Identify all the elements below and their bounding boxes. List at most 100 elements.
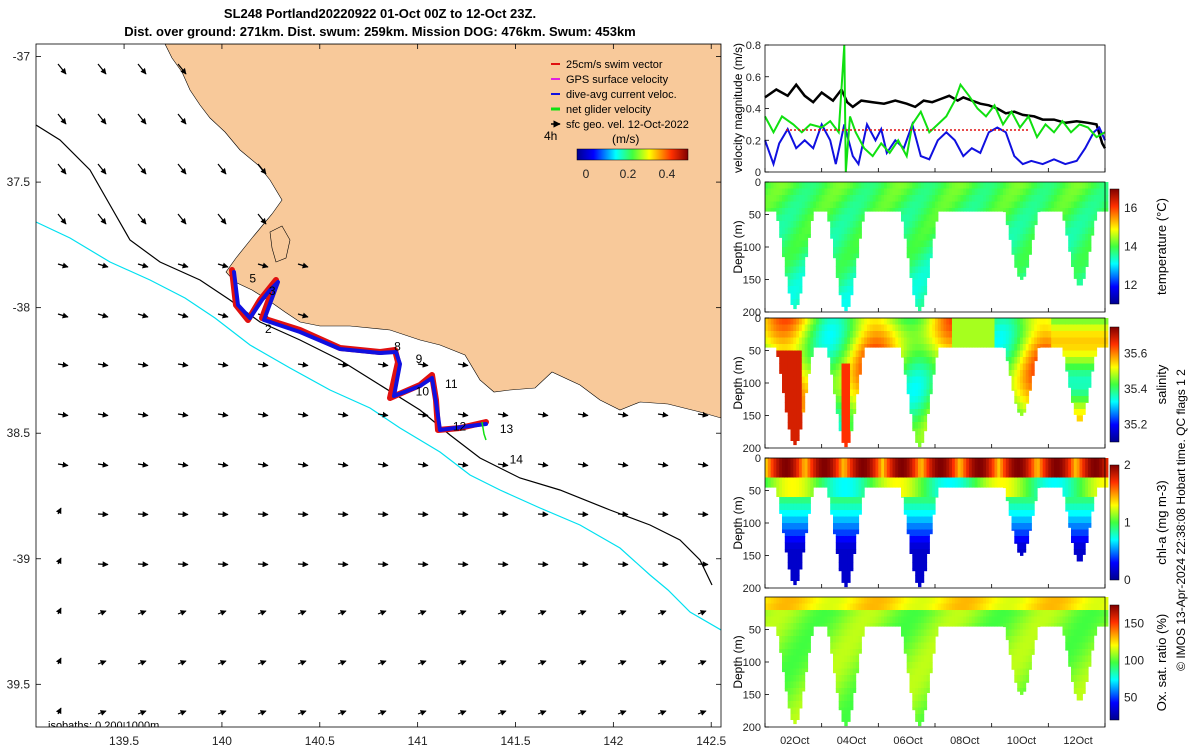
section-cell (920, 720, 925, 722)
section-cell (960, 477, 964, 485)
section-cell (770, 471, 775, 478)
section-cell (1062, 484, 1066, 491)
section-cell (790, 221, 794, 228)
section-cell (898, 477, 902, 485)
section-cell (1068, 344, 1072, 351)
section-cell (1017, 642, 1021, 650)
section-cell (920, 273, 925, 280)
section-cell (918, 510, 922, 517)
section-cell (909, 668, 913, 676)
section-cell (1090, 344, 1095, 351)
section-cell (1088, 629, 1092, 637)
section-cell (869, 623, 874, 627)
section-cell (903, 344, 908, 351)
section-cell (861, 484, 865, 491)
section-cell (847, 523, 851, 530)
section-cell (1003, 195, 1007, 202)
section-cell (858, 195, 862, 202)
section-cell (779, 636, 783, 643)
section-cell (974, 484, 979, 488)
section-cell (838, 240, 843, 248)
section-cell (801, 363, 806, 371)
section-cell (799, 221, 803, 228)
velocity-ytick-label: 0 (755, 167, 761, 179)
section-cell (1020, 188, 1024, 196)
section-cell (1028, 253, 1032, 255)
section-cell (903, 610, 908, 617)
section-cell (1003, 331, 1007, 338)
section-cell (988, 344, 993, 348)
section-cell (1090, 331, 1095, 338)
surface-velocity-arrow (257, 361, 269, 368)
section-cell (1076, 253, 1081, 261)
section-cell (801, 610, 806, 617)
section-cell (835, 490, 840, 498)
section-cell (1014, 350, 1018, 358)
section-cell (864, 208, 868, 212)
section-cell (1014, 376, 1018, 384)
section-cell (776, 623, 780, 630)
section-cell (847, 422, 851, 429)
section-cell (918, 603, 922, 611)
section-cell (881, 344, 885, 348)
section-cell (804, 471, 809, 478)
section-cell (920, 376, 925, 384)
section-cell (852, 471, 857, 478)
surface-velocity-arrow (657, 461, 669, 468)
section-cell (850, 292, 854, 296)
section-cell (1003, 610, 1007, 617)
section-cell (988, 477, 993, 485)
surface-velocity-arrow (417, 710, 427, 716)
section-cell (986, 603, 990, 611)
section-cell (915, 562, 919, 569)
section-cell (988, 208, 993, 212)
section-cell (801, 396, 806, 403)
section-cell (1056, 344, 1061, 348)
section-cell (918, 376, 922, 384)
section-cell (1022, 260, 1027, 267)
section-cell (969, 195, 973, 202)
section-cell (915, 549, 919, 556)
section-cell (1020, 529, 1024, 537)
section-cell (852, 510, 857, 517)
section-cell (1028, 523, 1032, 530)
section-cell (1051, 344, 1055, 348)
section-cell (847, 195, 851, 202)
section-cell (926, 616, 930, 624)
section-cell (1037, 458, 1041, 465)
section-cell (929, 597, 933, 604)
section-cell (833, 389, 837, 395)
section-cell (1034, 350, 1038, 358)
section-cell (1079, 227, 1083, 235)
section-cell (838, 458, 843, 465)
section-cell (779, 182, 783, 189)
section-cell (767, 610, 772, 617)
section-cell (841, 409, 845, 416)
section-cell (835, 458, 840, 465)
section-cell (1011, 214, 1015, 222)
section-cell (801, 471, 806, 478)
section-cell (787, 240, 792, 248)
section-cell (841, 357, 845, 364)
section-cell (895, 610, 899, 617)
section-cell (929, 357, 933, 364)
section-cell (901, 623, 905, 630)
section-cell (841, 305, 845, 307)
section-cell (830, 221, 834, 228)
section-cell (1051, 318, 1055, 325)
section-cell (872, 610, 877, 617)
section-cell (1005, 610, 1010, 617)
section-cell (844, 555, 848, 563)
section-cell (980, 623, 984, 627)
section-cell (912, 529, 916, 537)
section-cell (1088, 318, 1092, 325)
section-cell (1005, 324, 1010, 332)
section-cell (776, 350, 780, 357)
section-cell (844, 415, 848, 423)
section-cell (1079, 240, 1083, 248)
section-cell (1045, 201, 1049, 209)
section-cell (838, 234, 843, 241)
section-cell (1014, 318, 1018, 325)
section-cell (1011, 649, 1015, 656)
section-cell (801, 529, 806, 537)
